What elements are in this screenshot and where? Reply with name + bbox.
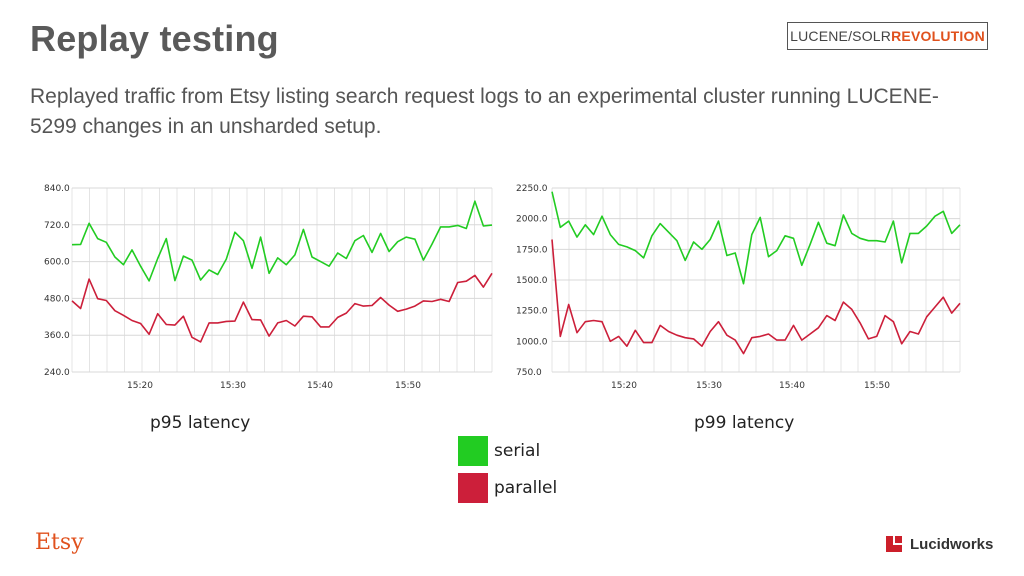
p99-y-tick-label: 1500.0: [516, 276, 548, 286]
slide-title: Replay testing: [30, 18, 279, 59]
legend-item-parallel: parallel: [458, 471, 557, 505]
p99-series-parallel-line: [551, 239, 961, 355]
legend-label-parallel: parallel: [494, 478, 558, 498]
p95-y-tick-label: 720.0: [44, 221, 70, 231]
legend-swatch-serial: [458, 436, 488, 466]
legend: serial parallel: [458, 434, 557, 508]
legend-label-serial: serial: [494, 441, 541, 461]
p99-x-tick-label: 15:30: [696, 381, 722, 391]
p95-series-serial-line: [71, 200, 493, 282]
lucidworks-logo: Lucidworks: [884, 534, 993, 554]
badge-text-part2: REVOLUTION: [891, 28, 985, 44]
etsy-logo: Etsy: [35, 530, 84, 555]
p95-series-parallel-line: [71, 272, 493, 343]
legend-item-serial: serial: [458, 434, 557, 468]
p95-x-tick-label: 15:20: [127, 381, 153, 391]
p99-caption: p99 latency: [694, 413, 795, 433]
badge-text-part1: LUCENE/SOLR: [790, 28, 892, 44]
p99-y-tick-label: 1250.0: [516, 307, 548, 317]
p95-y-tick-label: 240.0: [44, 368, 70, 378]
p95-x-tick-label: 15:30: [220, 381, 246, 391]
p99-x-tick-label: 15:20: [611, 381, 637, 391]
p99-series-serial-line: [551, 191, 961, 285]
lucidworks-label: Lucidworks: [910, 535, 994, 553]
slide-subtitle: Replayed traffic from Etsy listing searc…: [30, 85, 939, 138]
p99-y-tick-label: 2000.0: [516, 215, 548, 225]
lucene-solr-revolution-logo: LUCENE/SOLR REVOLUTION: [787, 22, 988, 50]
p95-y-tick-label: 840.0: [44, 184, 70, 194]
p95-caption: p95 latency: [150, 413, 251, 433]
p95-x-tick-label: 15:50: [395, 381, 421, 391]
lucidworks-mark-icon: [886, 536, 902, 552]
p95-y-tick-label: 360.0: [44, 331, 70, 341]
legend-swatch-parallel: [458, 473, 488, 503]
p95-y-tick-label: 600.0: [44, 258, 70, 268]
p95-x-tick-label: 15:40: [307, 381, 333, 391]
p99-y-tick-label: 1750.0: [516, 245, 548, 255]
p99-x-tick-label: 15:40: [779, 381, 805, 391]
p99-y-tick-label: 2250.0: [516, 184, 548, 194]
p95-y-tick-label: 480.0: [44, 294, 70, 304]
p99-y-tick-label: 1000.0: [516, 337, 548, 347]
p99-x-tick-label: 15:50: [864, 381, 890, 391]
p99-y-tick-label: 750.0: [516, 368, 542, 378]
